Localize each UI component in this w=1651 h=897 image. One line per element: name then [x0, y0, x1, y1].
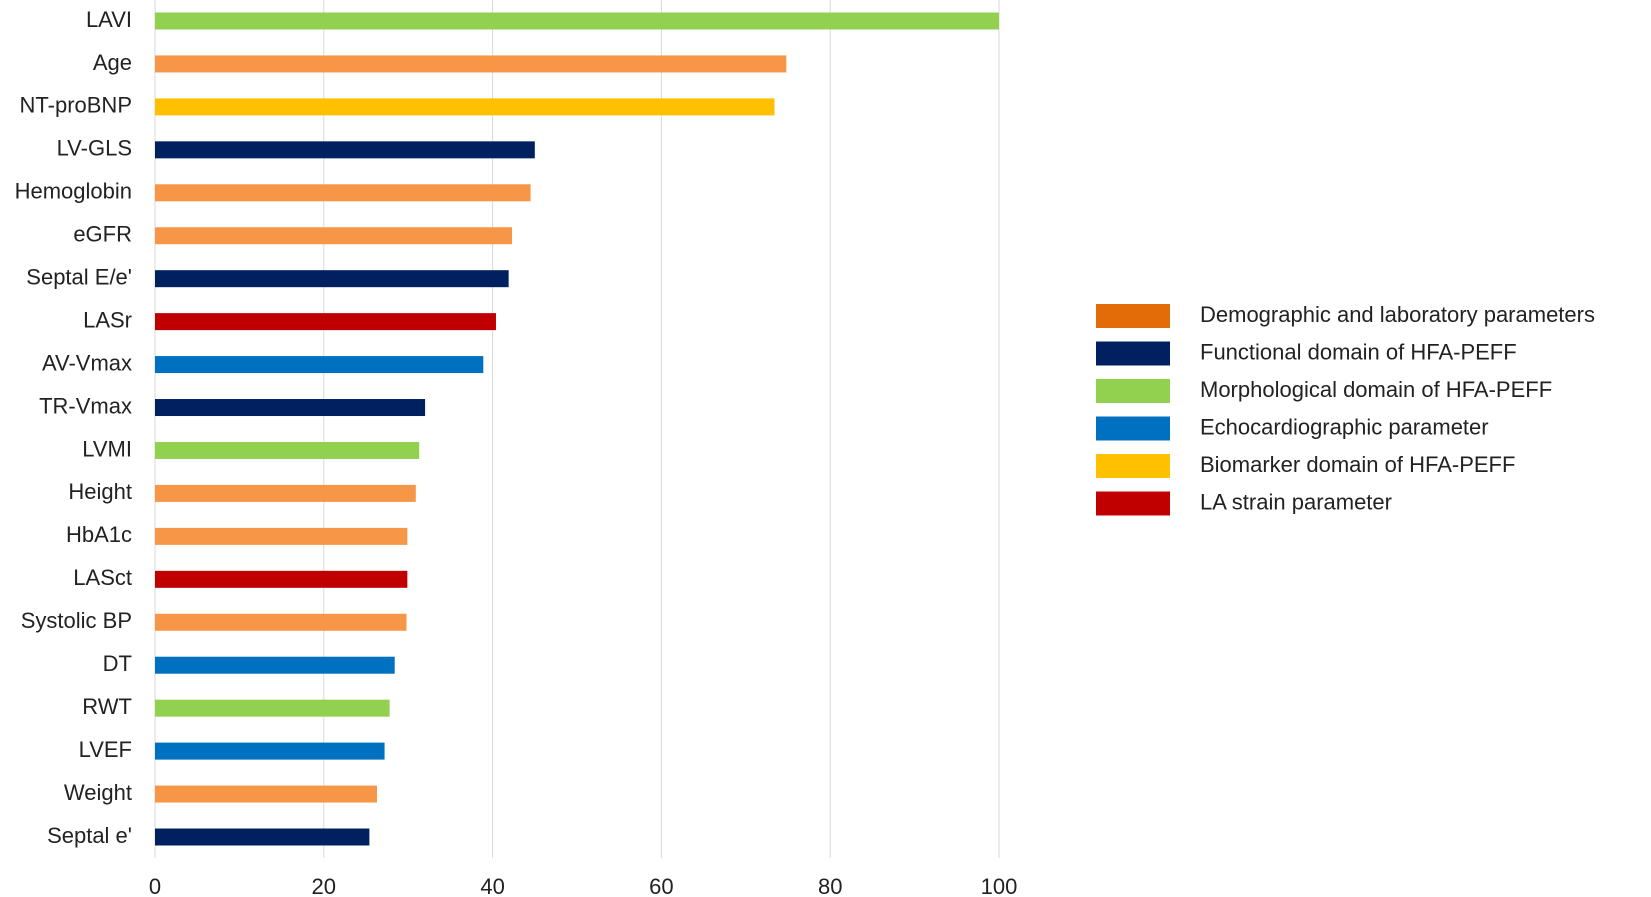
bar: [155, 141, 535, 159]
y-tick-label: Septal e': [47, 823, 132, 848]
legend-label: Biomarker domain of HFA-PEFF: [1200, 452, 1515, 477]
legend-label: Echocardiographic parameter: [1200, 414, 1489, 439]
bar: [155, 656, 395, 674]
y-tick-label: HbA1c: [66, 522, 132, 547]
bar: [155, 613, 407, 631]
bar: [155, 313, 496, 331]
bar: [155, 441, 420, 459]
y-tick-label: LAVI: [86, 7, 132, 32]
y-tick-label: Hemoglobin: [15, 179, 132, 204]
bar: [155, 484, 416, 502]
legend-swatch: [1096, 379, 1170, 403]
y-tick-label: LASr: [83, 307, 132, 332]
bar: [155, 98, 775, 116]
legend-label: Morphological domain of HFA-PEFF: [1200, 377, 1552, 402]
bar: [155, 356, 484, 374]
legend-swatch: [1096, 454, 1170, 478]
y-tick-label: LV-GLS: [57, 136, 132, 161]
bar: [155, 527, 408, 545]
x-tick-label: 80: [818, 874, 842, 897]
y-tick-label: LVMI: [82, 436, 132, 461]
bar: [155, 55, 787, 73]
bar: [155, 184, 531, 202]
legend-label: Functional domain of HFA-PEFF: [1200, 339, 1517, 364]
y-tick-label: eGFR: [73, 222, 132, 247]
bar: [155, 570, 408, 588]
y-tick-label: LVEF: [79, 737, 132, 762]
bar: [155, 785, 377, 803]
x-tick-label: 100: [981, 874, 1018, 897]
bar: [155, 699, 390, 717]
bar: [155, 227, 513, 245]
legend-swatch: [1096, 416, 1170, 441]
legend-label: LA strain parameter: [1200, 489, 1392, 514]
y-tick-label: TR-Vmax: [39, 393, 132, 418]
legend-swatch: [1096, 491, 1170, 516]
x-tick-label: 40: [480, 874, 504, 897]
legend-label: Demographic and laboratory parameters: [1200, 302, 1595, 327]
y-tick-label: Septal E/e': [26, 264, 132, 289]
y-tick-label: AV-Vmax: [42, 350, 132, 375]
y-tick-label: Systolic BP: [21, 608, 132, 633]
x-tick-label: 0: [149, 874, 161, 897]
x-tick-label: 60: [649, 874, 673, 897]
y-tick-label: LASct: [73, 565, 132, 590]
y-tick-label: RWT: [82, 694, 132, 719]
y-tick-label: DT: [103, 651, 132, 676]
y-tick-label: Age: [93, 50, 132, 75]
y-tick-label: Weight: [64, 780, 132, 805]
bar: [155, 742, 385, 760]
bar: [155, 828, 370, 846]
legend-swatch: [1096, 304, 1170, 328]
y-tick-label: Height: [68, 479, 132, 504]
bar: [155, 270, 509, 288]
legend-swatch: [1096, 341, 1170, 366]
bar: [155, 399, 426, 417]
bar: [155, 12, 999, 30]
y-tick-label: NT-proBNP: [20, 93, 132, 118]
x-tick-label: 20: [312, 874, 336, 897]
